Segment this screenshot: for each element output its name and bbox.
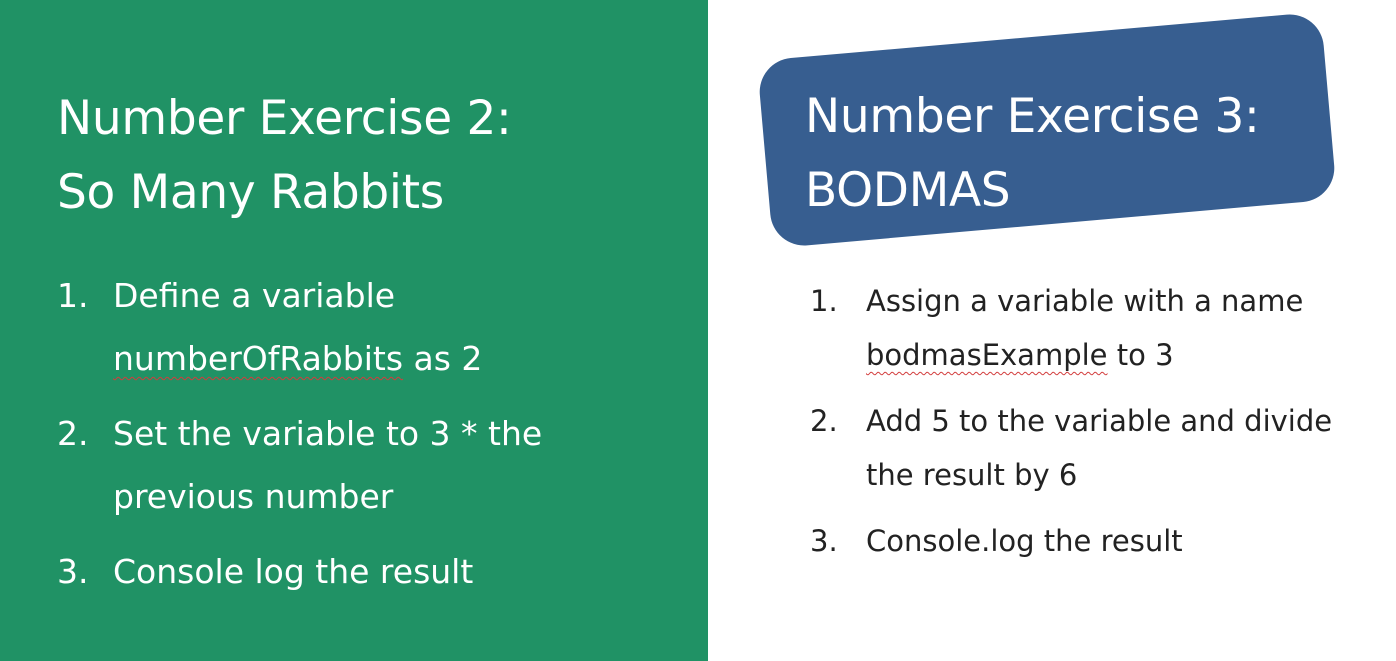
- list-item: 1. Assign a variable with a name bodmasE…: [810, 274, 1380, 382]
- step-text: Assign a variable with a name: [866, 284, 1304, 318]
- exercise-3-title-line2: BODMAS: [805, 163, 1011, 218]
- step-text-rest: to 3: [1107, 338, 1174, 372]
- step-number: 2.: [810, 404, 838, 438]
- list-item: 1. Define a variable numberOfRabbits as …: [57, 264, 697, 390]
- step-text-line2: the result by 6: [866, 458, 1078, 492]
- step-text: Console.log the result: [866, 524, 1183, 558]
- list-item: 2. Set the variable to 3 * the previous …: [57, 402, 697, 528]
- list-item: 3. Console.log the result: [810, 514, 1380, 568]
- step-number: 3.: [810, 524, 838, 558]
- step-text: Set the variable to 3 * the: [113, 414, 543, 453]
- list-item: 3. Console log the result: [57, 540, 697, 603]
- step-text-line2: previous number: [113, 477, 394, 516]
- exercise-3-title-line1: Number Exercise 3:: [805, 89, 1260, 144]
- step-text: Add 5 to the variable and divide: [866, 404, 1333, 438]
- step-number: 1.: [810, 284, 838, 318]
- exercise-2-title: Number Exercise 2: So Many Rabbits: [57, 82, 512, 230]
- exercise-3-title: Number Exercise 3: BODMAS: [805, 80, 1260, 228]
- step-number: 1.: [57, 276, 89, 315]
- exercise-2-title-line2: So Many Rabbits: [57, 165, 444, 220]
- step-text: Define a variable: [113, 276, 396, 315]
- variable-name: numberOfRabbits: [113, 339, 404, 378]
- exercise-2-title-line1: Number Exercise 2:: [57, 91, 512, 146]
- step-number: 3.: [57, 552, 89, 591]
- variable-name: bodmasExample: [866, 338, 1108, 372]
- exercise-2-panel: Number Exercise 2: So Many Rabbits 1. De…: [0, 0, 708, 661]
- exercise-2-steps: 1. Define a variable numberOfRabbits as …: [57, 264, 697, 615]
- exercise-3-steps: 1. Assign a variable with a name bodmasE…: [810, 274, 1380, 580]
- step-text: Console log the result: [113, 552, 474, 591]
- list-item: 2. Add 5 to the variable and divide the …: [810, 394, 1380, 502]
- step-text-rest: as 2: [403, 339, 483, 378]
- step-number: 2.: [57, 414, 89, 453]
